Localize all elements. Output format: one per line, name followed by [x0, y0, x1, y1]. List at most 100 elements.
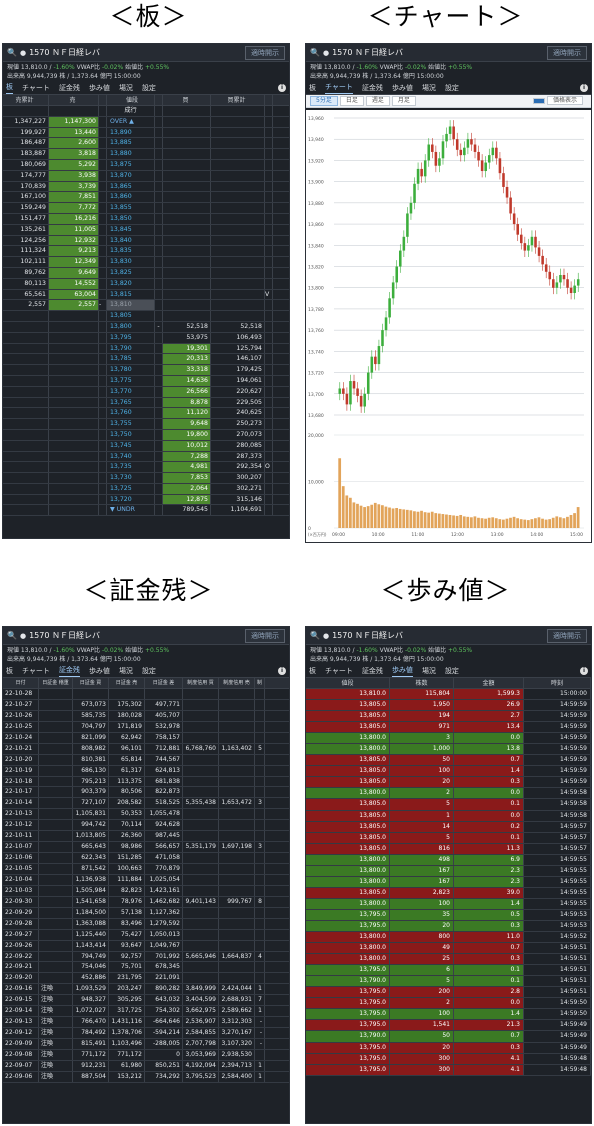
- ayumi-row[interactable]: 13,795.0 6 0.1 14:59:51: [306, 965, 591, 977]
- shoukin-row[interactable]: 22-09-28 1,363,088 83,496 1,279,592: [3, 918, 289, 930]
- tab-3[interactable]: 歩み値: [391, 665, 413, 677]
- shoukin-row[interactable]: 22-09-20 452,886 231,795 221,091: [3, 973, 289, 985]
- orderbook-cell[interactable]: 13,740: [107, 451, 155, 462]
- orderbook-row[interactable]: 13,775 14,636 194,061: [3, 375, 289, 387]
- orderbook-row[interactable]: 199,927 13,440 13,890: [3, 127, 289, 139]
- orderbook-cell[interactable]: 13,720: [107, 494, 155, 505]
- shoukin-row[interactable]: 22-09-06 注喚 887,504 153,212 734,292 3,795,523…: [3, 1071, 289, 1083]
- ayumi-row[interactable]: 13,800.0 167 2.3 14:59:55: [306, 876, 591, 888]
- ayumi-row[interactable]: 13,795.0 200 2.8 14:59:51: [306, 987, 591, 999]
- orderbook-cell[interactable]: 13,865: [107, 181, 155, 192]
- ayumi-row[interactable]: 13,800.0 1,000 13.8 14:59:59: [306, 744, 591, 756]
- shoukin-row[interactable]: 22-10-28: [3, 689, 289, 700]
- ayumi-col-header[interactable]: 株数: [390, 678, 454, 688]
- ayumi-row[interactable]: 13,805.0 20 0.3 14:59:59: [306, 777, 591, 789]
- shoukin-row[interactable]: 22-10-18 795,213 113,375 681,838: [3, 776, 289, 788]
- orderbook-row[interactable]: 186,487 2,600 13,885: [3, 138, 289, 150]
- tab-1[interactable]: チャート: [22, 83, 50, 92]
- chart-period-tab[interactable]: 5分足: [310, 96, 338, 106]
- orderbook-cell[interactable]: ▼ UNDR: [107, 505, 155, 516]
- orderbook-row[interactable]: 180,069 5,292 13,875: [3, 159, 289, 171]
- shoukin-row[interactable]: 22-10-07 665,643 98,986 566,657 5,351,179 1,6…: [3, 842, 289, 854]
- orderbook-row[interactable]: 13,745 10,012 280,085: [3, 440, 289, 452]
- shoukin-row[interactable]: 22-09-15 注喚 948,327 305,295 643,032 3,404,599…: [3, 995, 289, 1007]
- orderbook-cell[interactable]: 13,805: [107, 311, 155, 321]
- orderbook-cell[interactable]: 13,785: [107, 354, 155, 365]
- orderbook-row[interactable]: 65,561 63,004 13,815 V: [3, 289, 289, 301]
- orderbook-row[interactable]: 111,324 9,213 13,835: [3, 246, 289, 258]
- orderbook-row[interactable]: 13,790 19,301 125,794: [3, 343, 289, 355]
- ayumi-row[interactable]: 13,795.0 35 0.5 14:59:53: [306, 909, 591, 921]
- shoukin-row[interactable]: 22-10-13 1,105,831 50,353 1,055,478: [3, 809, 289, 821]
- tab-2[interactable]: 証金残: [361, 666, 383, 675]
- realtime-button[interactable]: 適時開示: [547, 45, 587, 60]
- orderbook-cell[interactable]: 13,795: [107, 332, 155, 343]
- orderbook-cell[interactable]: 13,735: [107, 462, 155, 473]
- tab-2[interactable]: 証金残: [58, 83, 80, 92]
- tab-0[interactable]: 板: [6, 82, 13, 94]
- ayumi-row[interactable]: 13,795.0 300 4.1 14:59:48: [306, 1064, 591, 1076]
- ayumi-row[interactable]: 13,805.0 50 0.7 14:59:59: [306, 755, 591, 767]
- tab-3[interactable]: 歩み値: [88, 83, 110, 92]
- ayumi-row[interactable]: 13,800.0 25 0.3 14:59:51: [306, 954, 591, 966]
- tab-1[interactable]: チャート: [325, 666, 353, 675]
- search-icon[interactable]: 🔍: [310, 48, 320, 57]
- tab-0[interactable]: 板: [6, 666, 13, 675]
- shoukin-row[interactable]: 22-10-20 810,381 65,814 744,567: [3, 754, 289, 766]
- orderbook-row[interactable]: 13,755 9,648 250,273: [3, 419, 289, 430]
- ayumi-row[interactable]: 13,795.0 100 1.4 14:59:50: [306, 1009, 591, 1021]
- shoukin-row[interactable]: 22-09-08 注喚 771,172 771,172 0 3,053,969 2,938,…: [3, 1049, 289, 1061]
- shoukin-row[interactable]: 22-10-05 871,542 100,663 770,879: [3, 864, 289, 875]
- orderbook-cell[interactable]: 13,890: [107, 127, 155, 138]
- ayumi-col-header[interactable]: 金額: [454, 678, 524, 688]
- orderbook-row[interactable]: 13,795 53,975 106,493: [3, 332, 289, 344]
- orderbook-row[interactable]: 183,887 3,818 13,880: [3, 149, 289, 160]
- info-icon[interactable]: i: [278, 667, 286, 675]
- tab-0[interactable]: 板: [309, 666, 316, 675]
- shoukin-row[interactable]: 22-10-06 622,343 151,285 471,058: [3, 853, 289, 864]
- search-icon[interactable]: 🔍: [7, 48, 17, 57]
- tab-4[interactable]: 場況: [421, 83, 436, 92]
- tab-5[interactable]: 設定: [141, 83, 156, 92]
- orderbook-row[interactable]: 13,765 8,878 229,505: [3, 397, 289, 409]
- ayumi-row[interactable]: 13,800.0 100 1.4 14:59:55: [306, 898, 591, 910]
- shoukin-row[interactable]: 22-09-07 注喚 912,231 61,980 850,251 4,192,094 2…: [3, 1060, 289, 1072]
- orderbook-row[interactable]: 13,750 19,800 270,073: [3, 429, 289, 441]
- orderbook-cell[interactable]: 13,765: [107, 397, 155, 408]
- ayumi-row[interactable]: 13,800.0 167 2.3 14:59:55: [306, 865, 591, 877]
- chart-area[interactable]: 13,960 13,940 13,920 13,900 13,880 13,860 13,8…: [306, 110, 591, 542]
- shoukin-row[interactable]: 22-10-19 686,130 61,317 624,813: [3, 765, 289, 777]
- ayumi-row[interactable]: 13,795.0 300 4.1 14:59:48: [306, 1053, 591, 1065]
- ayumi-row[interactable]: 13,810.0 115,804 1,599.3 15:00:00: [306, 689, 591, 701]
- shoukin-row[interactable]: 22-09-21 754,046 75,701 678,345: [3, 962, 289, 974]
- tab-1[interactable]: チャート: [22, 666, 50, 675]
- orderbook-cell[interactable]: 13,820: [107, 278, 155, 289]
- orderbook-cell[interactable]: 13,760: [107, 408, 155, 419]
- info-icon[interactable]: i: [580, 84, 588, 92]
- tab-3[interactable]: 歩み値: [391, 83, 413, 92]
- orderbook-row[interactable]: 170,839 3,739 13,865: [3, 181, 289, 193]
- tab-5[interactable]: 設定: [444, 666, 459, 675]
- orderbook-row[interactable]: 89,762 9,649 13,825: [3, 267, 289, 279]
- shoukin-row[interactable]: 22-10-27 673,073 175,302 497,771: [3, 699, 289, 711]
- realtime-button[interactable]: 適時開示: [245, 45, 285, 60]
- orderbook-row[interactable]: ▼ UNDR 789,545 1,104,691: [3, 505, 289, 517]
- orderbook-row[interactable]: 13,770 26,566 220,627: [3, 386, 289, 398]
- orderbook-row[interactable]: 167,100 7,851 13,860: [3, 192, 289, 204]
- info-icon[interactable]: i: [580, 667, 588, 675]
- orderbook-cell[interactable]: 13,730: [107, 473, 155, 483]
- orderbook-row[interactable]: 13,740 7,288 287,373: [3, 451, 289, 463]
- orderbook-row[interactable]: 13,730 7,853 300,207: [3, 473, 289, 484]
- shoukin-row[interactable]: 22-09-27 1,125,440 75,427 1,050,013: [3, 929, 289, 941]
- ayumi-row[interactable]: 13,795.0 20 0.3 14:59:53: [306, 920, 591, 933]
- orderbook-cell[interactable]: 13,815: [107, 289, 155, 300]
- orderbook-cell[interactable]: 13,790: [107, 343, 155, 354]
- orderbook-cell[interactable]: 13,850: [107, 213, 155, 224]
- search-icon[interactable]: 🔍: [310, 631, 320, 640]
- ayumi-row[interactable]: 13,795.0 2 0.0 14:59:50: [306, 998, 591, 1010]
- ayumi-col-header[interactable]: 時刻: [524, 678, 591, 688]
- chart-period-tab[interactable]: 日足: [339, 96, 364, 106]
- shoukin-row[interactable]: 22-10-25 704,797 171,819 532,978: [3, 721, 289, 733]
- ayumi-row[interactable]: 13,805.0 100 1.4 14:59:59: [306, 766, 591, 778]
- orderbook-cell[interactable]: 13,885: [107, 138, 155, 149]
